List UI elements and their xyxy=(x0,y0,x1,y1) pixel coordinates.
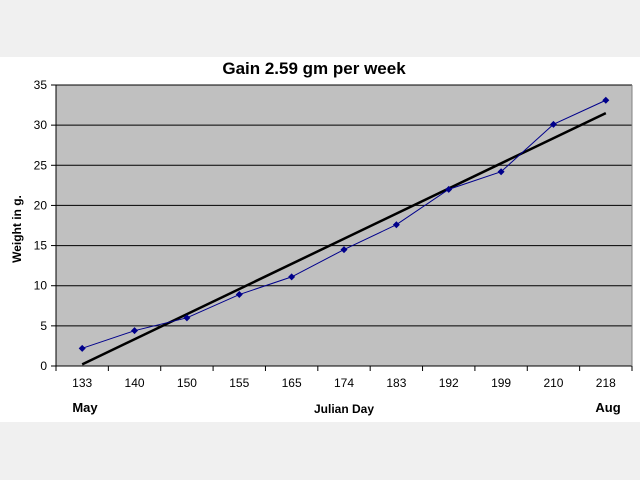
axes xyxy=(51,84,633,371)
x-tick-label: 133 xyxy=(72,376,92,390)
y-tick-label: 15 xyxy=(34,239,48,253)
x-tick-label: 183 xyxy=(386,376,406,390)
x-tick-label: 174 xyxy=(334,376,354,390)
x-tick-label: 199 xyxy=(491,376,511,390)
data-point xyxy=(445,185,453,193)
y-tick-label: 0 xyxy=(40,359,47,373)
data-point xyxy=(340,246,348,254)
y-tick-label: 30 xyxy=(34,118,48,132)
data-point xyxy=(235,291,243,299)
data-point xyxy=(288,273,296,281)
x-tick-label: 150 xyxy=(177,376,197,390)
y-tick-labels: 0 5 10 15 20 25 30 35 xyxy=(34,78,48,373)
x-tick-label: 155 xyxy=(229,376,249,390)
y-tick-label: 35 xyxy=(34,78,48,92)
data-point xyxy=(78,344,86,352)
gridlines xyxy=(56,84,632,327)
y-axis-label: Weight in g. xyxy=(10,195,24,263)
chart-title: Gain 2.59 gm per week xyxy=(222,59,406,78)
chart: Gain 2.59 gm per week 0 5 10 15 20 25 30 35 133… xyxy=(10,59,633,416)
x-tick-label: 210 xyxy=(543,376,563,390)
data-point xyxy=(549,120,557,128)
chart-slide: Gain 2.59 gm per week 0 5 10 15 20 25 30 35 133… xyxy=(0,57,640,422)
data-point xyxy=(392,221,400,229)
data-points xyxy=(78,96,610,352)
data-point xyxy=(131,327,139,335)
month-label-end: Aug xyxy=(595,400,620,415)
month-label-start: May xyxy=(72,400,98,415)
data-point xyxy=(183,314,191,322)
data-point xyxy=(602,96,610,104)
y-tick-label: 10 xyxy=(34,279,48,293)
plot-area xyxy=(56,85,632,366)
x-tick-label: 192 xyxy=(439,376,459,390)
x-tick-labels: 133 140 150 155 165 174 183 192 199 210 218 xyxy=(72,376,616,390)
x-tick-label: 218 xyxy=(596,376,616,390)
x-tick-label: 165 xyxy=(282,376,302,390)
y-tick-label: 5 xyxy=(40,319,47,333)
y-tick-label: 25 xyxy=(34,158,48,172)
y-tick-label: 20 xyxy=(34,198,48,212)
data-point xyxy=(497,168,505,176)
x-tick-label: 140 xyxy=(125,376,145,390)
x-axis-label: Julian Day xyxy=(314,402,374,416)
